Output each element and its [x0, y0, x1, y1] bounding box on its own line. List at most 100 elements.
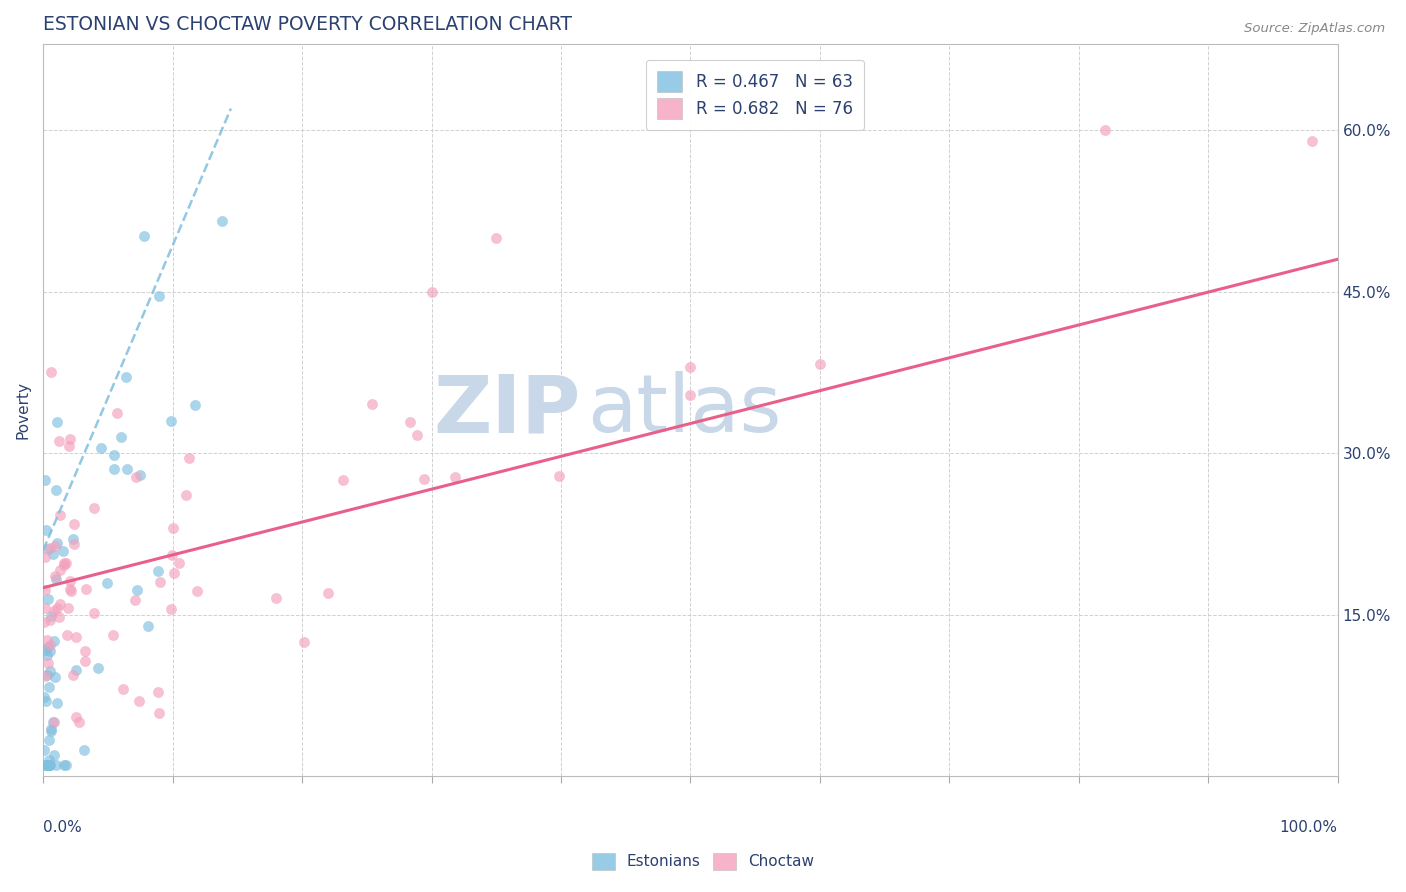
Point: [67, 715, 90, 730]
Point: [292, 634, 315, 648]
Point: [65, 631, 87, 645]
Point: [35, 648, 58, 662]
Point: [148, 289, 170, 303]
Point: [62, 532, 84, 546]
Point: [37, 758, 59, 772]
Point: [38, 758, 60, 772]
Point: [35, 633, 58, 648]
Point: [679, 388, 702, 402]
Point: [186, 583, 208, 598]
Point: [58, 439, 80, 453]
Point: [332, 474, 354, 488]
Point: [548, 469, 571, 483]
Point: [65, 664, 87, 678]
Point: [34, 690, 56, 705]
Point: [39, 758, 62, 772]
Point: [48, 434, 70, 449]
Point: [34, 669, 56, 683]
Point: [38, 680, 60, 694]
Text: 0.0%: 0.0%: [44, 820, 82, 835]
Point: [38, 758, 60, 772]
Point: [44, 539, 66, 553]
Point: [39, 365, 62, 379]
Point: [37, 542, 59, 557]
Point: [34, 582, 56, 597]
Point: [42, 748, 65, 763]
Point: [679, 359, 702, 374]
Point: [162, 521, 184, 535]
Point: [163, 566, 186, 581]
Point: [45, 483, 67, 497]
Point: [53, 556, 76, 570]
Legend: R = 0.467   N = 63, R = 0.682   N = 76: R = 0.467 N = 63, R = 0.682 N = 76: [645, 60, 865, 130]
Point: [56, 628, 79, 642]
Point: [75, 654, 97, 668]
Point: [49, 508, 72, 523]
Point: [37, 656, 59, 670]
Text: ZIP: ZIP: [433, 371, 581, 449]
Point: [316, 586, 339, 600]
Point: [420, 285, 443, 299]
Point: [90, 441, 112, 455]
Point: [34, 643, 56, 657]
Point: [34, 550, 56, 565]
Point: [110, 430, 132, 444]
Point: [55, 556, 77, 570]
Point: [73, 743, 96, 757]
Point: [83, 501, 105, 516]
Point: [62, 668, 84, 682]
Point: [38, 754, 60, 768]
Point: [444, 469, 467, 483]
Point: [148, 685, 170, 699]
Point: [146, 564, 169, 578]
Point: [101, 628, 124, 642]
Point: [34, 615, 56, 630]
Point: [44, 568, 66, 582]
Point: [39, 609, 62, 624]
Point: [360, 397, 382, 411]
Point: [808, 357, 831, 371]
Point: [184, 399, 207, 413]
Point: [34, 473, 56, 487]
Point: [45, 696, 67, 710]
Point: [37, 758, 59, 772]
Point: [111, 682, 134, 697]
Point: [45, 758, 67, 772]
Point: [136, 619, 159, 633]
Point: [177, 451, 200, 466]
Point: [132, 229, 155, 244]
Point: [159, 414, 181, 428]
Point: [83, 606, 105, 620]
Point: [49, 597, 72, 611]
Point: [174, 488, 197, 502]
Point: [35, 693, 58, 707]
Text: 100.0%: 100.0%: [1279, 820, 1337, 835]
Point: [485, 231, 508, 245]
Point: [127, 582, 149, 597]
Point: [38, 614, 60, 628]
Point: [37, 640, 59, 654]
Point: [44, 604, 66, 618]
Point: [264, 591, 287, 606]
Point: [42, 715, 65, 730]
Point: [34, 601, 56, 615]
Point: [103, 462, 125, 476]
Point: [160, 601, 183, 615]
Point: [46, 536, 69, 550]
Point: [87, 661, 110, 675]
Point: [48, 563, 70, 577]
Point: [37, 592, 59, 607]
Point: [56, 601, 79, 615]
Point: [115, 369, 138, 384]
Point: [59, 574, 82, 589]
Point: [48, 609, 70, 624]
Text: atlas: atlas: [586, 371, 782, 449]
Point: [35, 524, 58, 538]
Point: [128, 694, 150, 708]
Point: [53, 558, 76, 573]
Point: [39, 644, 62, 658]
Point: [59, 433, 82, 447]
Point: [65, 709, 87, 723]
Point: [117, 462, 139, 476]
Point: [62, 537, 84, 551]
